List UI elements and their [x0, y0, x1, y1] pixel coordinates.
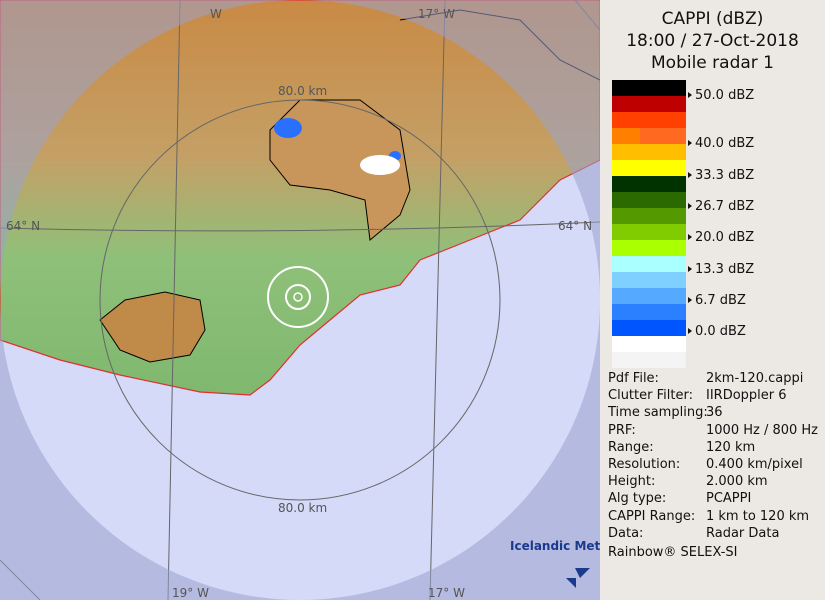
- legend-swatch: [612, 208, 686, 224]
- legend-tick: 40.0 dBZ: [688, 136, 754, 151]
- legend-swatch: [612, 320, 686, 336]
- legend-swatch: [612, 272, 686, 288]
- precipitation-echoes: [267, 118, 401, 328]
- product-datetime: 18:00 / 27-Oct-2018: [626, 31, 799, 51]
- info-key: Range:: [608, 439, 654, 455]
- svg-text:Icelandic Met Office: Icelandic Met Office: [510, 539, 600, 553]
- info-value: 2km-120.cappi: [706, 371, 804, 386]
- legend-swatch: [612, 128, 686, 144]
- legend-swatch: [612, 240, 686, 256]
- legend-swatch: [612, 112, 686, 128]
- svg-text:64° N: 64° N: [558, 219, 592, 233]
- info-value: 1 km to 120 km: [706, 508, 810, 524]
- legend-swatch: [612, 80, 686, 96]
- glacier-outline: [269, 99, 411, 241]
- legend-swatch: [612, 336, 686, 352]
- legend-swatch: [612, 288, 686, 304]
- info-value: 1000 Hz / 800 Hz: [706, 422, 819, 438]
- info-value: 120 km: [706, 439, 756, 455]
- legend-swatch: [612, 192, 686, 208]
- outside-range: [0, 0, 600, 600]
- product-info: Pdf File: 2km-120.cappi Clutter Filter: IIR…: [608, 370, 818, 561]
- info-row: Data: Radar Data: [608, 525, 818, 542]
- info-key: Resolution:: [608, 457, 681, 473]
- info-key: Time sampling:: [608, 405, 708, 421]
- legend-swatch: [612, 224, 686, 240]
- info-value: 0.400 km/pixel: [706, 457, 803, 473]
- legend-swatch: [612, 144, 686, 160]
- info-value: Radar Data: [706, 525, 780, 541]
- info-row: Alg type: PCAPPI: [608, 490, 818, 507]
- info-row: PRF: 1000 Hz / 800 Hz: [608, 422, 818, 439]
- legend-tick: 0.0 dBZ: [688, 324, 746, 339]
- product-title: CAPPI (dBZ): [661, 9, 764, 29]
- legend-swatch: [612, 96, 686, 112]
- info-key: PRF:: [608, 422, 636, 438]
- range-ring-80km: [99, 99, 501, 501]
- info-value: PCAPPI: [706, 491, 752, 507]
- info-value: IIRDoppler 6: [706, 388, 787, 404]
- legend-swatch: [612, 160, 686, 176]
- info-key: CAPPI Range:: [608, 508, 696, 524]
- info-key: Data:: [608, 525, 644, 541]
- info-key: Alg type:: [608, 491, 667, 507]
- imo-logo: Icelandic Met Office: [510, 539, 600, 588]
- legend-tick: 6.7 dBZ: [688, 293, 746, 308]
- svg-text:19° W: 19° W: [172, 586, 209, 600]
- glacier-outline: [99, 291, 206, 363]
- info-row: Range: 120 km: [608, 439, 818, 456]
- info-value: 2.000 km: [706, 474, 768, 490]
- info-row: Resolution: 0.400 km/pixel: [608, 456, 818, 473]
- svg-text:64° N: 64° N: [6, 219, 40, 233]
- info-panel: CAPPI (dBZ) 18:00 / 27-Oct-2018 Mobile r…: [600, 0, 825, 600]
- color-legend: 50.0 dBZ 40.0 dBZ 33.3 dBZ 26.7 dBZ 20.0 dBZ…: [612, 80, 754, 368]
- legend-swatch: [612, 352, 686, 368]
- svg-text:80.0 km: 80.0 km: [278, 84, 327, 98]
- legend-tick: 20.0 dBZ: [688, 230, 754, 245]
- svg-text:17° W: 17° W: [428, 586, 465, 600]
- info-row: Pdf File: 2km-120.cappi: [608, 370, 818, 387]
- info-key: Pdf File:: [608, 371, 659, 386]
- svg-text:17° W: 17° W: [418, 7, 455, 21]
- info-row: CAPPI Range: 1 km to 120 km: [608, 508, 818, 525]
- info-key: Height:: [608, 474, 656, 490]
- legend-swatch: [612, 256, 686, 272]
- svg-text:80.0 km: 80.0 km: [278, 501, 327, 515]
- info-value: 36: [706, 405, 723, 421]
- svg-text:W: W: [210, 7, 222, 21]
- credit: Rainbow® SELEX-SI: [608, 545, 738, 561]
- legend-tick: 33.3 dBZ: [688, 168, 754, 183]
- legend-tick: 13.3 dBZ: [688, 262, 754, 277]
- info-row: Time sampling: 36: [608, 404, 818, 421]
- radar-name: Mobile radar 1: [651, 53, 774, 73]
- legend-tick: 26.7 dBZ: [688, 199, 754, 214]
- info-key: Clutter Filter:: [608, 388, 693, 404]
- legend-swatch: [612, 176, 686, 192]
- radar-map: W 17° W 64° N 64° N 80.0 km 80.0 km 19° …: [0, 0, 600, 600]
- legend-tick: 50.0 dBZ: [688, 88, 754, 103]
- info-row: Clutter Filter: IIRDoppler 6: [608, 387, 818, 404]
- legend-swatch: [612, 304, 686, 320]
- info-row: Height: 2.000 km: [608, 473, 818, 490]
